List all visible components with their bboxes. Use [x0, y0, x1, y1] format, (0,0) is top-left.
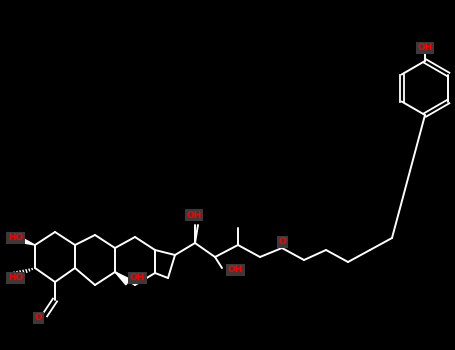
Text: O: O — [278, 238, 286, 246]
Polygon shape — [14, 235, 35, 245]
Text: HO: HO — [8, 233, 23, 243]
Text: OH: OH — [228, 266, 243, 274]
Text: OH: OH — [130, 273, 146, 282]
Text: O: O — [34, 314, 42, 322]
Text: OH: OH — [417, 43, 433, 52]
Polygon shape — [115, 272, 130, 285]
Text: HO: HO — [8, 273, 23, 282]
Text: OH: OH — [186, 210, 202, 219]
